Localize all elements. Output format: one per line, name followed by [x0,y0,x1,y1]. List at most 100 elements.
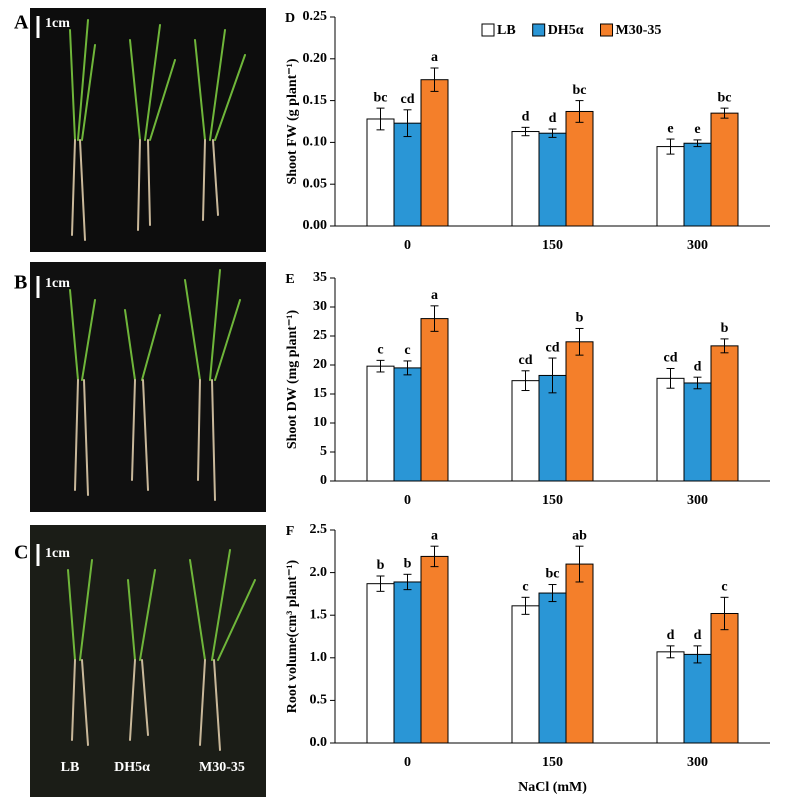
y-tick-label: 35 [313,270,327,285]
bar [565,341,594,482]
bar [420,79,449,227]
significance-letter: a [431,528,438,543]
significance-letter: b [721,321,729,336]
bar [393,122,422,227]
bar [393,581,422,744]
significance-letter: a [431,288,438,303]
significance-letter: d [522,110,530,125]
significance-letter: d [694,359,702,374]
bar [683,382,712,482]
significance-letter: d [667,628,675,643]
significance-letter: b [404,557,412,572]
bar [538,592,567,744]
y-tick-label: 25 [313,328,327,343]
y-tick-label: 20 [313,357,327,372]
significance-letter: b [377,558,385,573]
y-axis-title: Shoot FW (g plant⁻¹) [285,58,300,184]
significance-letter: bc [546,567,560,582]
significance-letter: cd [401,92,415,107]
significance-letter: a [431,50,438,65]
bar [565,563,594,744]
x-tick-label: 300 [687,493,708,508]
significance-letter: bc [573,83,587,98]
bar [420,555,449,744]
x-tick-label: 0 [404,493,411,508]
bar [656,651,685,744]
y-tick-label: 0.20 [303,51,328,66]
legend-label: M30-35 [616,23,662,38]
bar [565,110,594,227]
bar [710,345,739,482]
panel-letter: B [14,272,27,294]
legend-swatch [532,23,546,37]
panel-letter: C [14,542,28,564]
y-tick-label: 0.05 [303,176,328,191]
panel-letter: A [14,12,29,34]
significance-letter: e [694,122,700,137]
panel-letter: F [286,524,295,539]
legend-swatch [481,23,495,37]
significance-letter: d [549,111,557,126]
photo-label: DH5α [114,760,150,775]
significance-letter: c [404,343,410,358]
y-tick-label: 0.15 [303,93,328,108]
significance-letter: ab [572,528,587,543]
y-tick-label: 1.0 [310,650,328,665]
y-tick-label: 0.00 [303,218,328,233]
panel-letter: E [285,272,294,287]
y-tick-label: 0.25 [303,9,328,24]
bar [366,118,395,227]
x-tick-label: 300 [687,755,708,770]
y-axis-title: Root volume(cm³ plant⁻¹) [285,559,300,713]
y-axis-title: Shoot DW (mg plant⁻¹) [285,310,300,450]
photo-label: M30-35 [199,760,245,775]
bar [710,612,739,744]
x-tick-label: 0 [404,755,411,770]
bar [538,132,567,227]
x-tick-label: 0 [404,238,411,253]
y-tick-label: 1.5 [310,607,328,622]
legend-label: LB [497,23,516,38]
photo-label: LB [61,760,80,775]
photo-a [30,8,266,252]
panel-letter: D [285,11,295,26]
bar [683,653,712,744]
bar [656,377,685,482]
photo-c [30,525,266,797]
bar [511,605,540,744]
bar [366,365,395,482]
scale-label: 1cm [45,16,70,31]
x-tick-label: 150 [542,755,563,770]
bar [710,112,739,227]
x-axis-title: NaCl (mM) [518,780,587,795]
y-tick-label: 0.10 [303,135,328,150]
significance-letter: e [667,121,673,136]
y-tick-label: 10 [313,415,327,430]
bar [511,380,540,482]
significance-letter: cd [546,340,560,355]
significance-letter: c [522,580,528,595]
bar [511,131,540,227]
y-tick-label: 0.0 [310,735,328,750]
y-tick-label: 0.5 [310,693,328,708]
plants [67,19,256,751]
scale-label: 1cm [45,276,70,291]
x-tick-label: 300 [687,238,708,253]
significance-letter: b [576,311,584,326]
bar [683,142,712,227]
legend-label: DH5α [548,23,584,38]
bar [656,146,685,227]
bar [366,583,395,744]
y-tick-label: 30 [313,299,327,314]
significance-letter: cd [519,353,533,368]
y-tick-label: 5 [320,444,327,459]
significance-letter: d [694,628,702,643]
x-tick-label: 150 [542,238,563,253]
significance-letter: c [377,343,383,358]
y-tick-label: 2.0 [310,565,328,580]
significance-letter: cd [664,351,678,366]
bar [393,367,422,482]
photo-column: A 1cm B 1cm C 1cm LB DH5α M30-35 [14,8,266,797]
significance-letter: c [721,580,727,595]
